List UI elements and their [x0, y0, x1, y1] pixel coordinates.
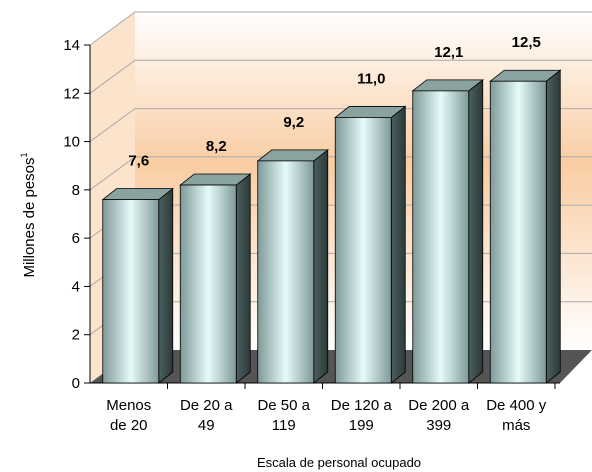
x-tick-label: De 50 a 119: [257, 397, 310, 434]
y-tick-label: 14: [63, 37, 80, 54]
axes: 0 2 4 6 8 10 12 14: [63, 37, 560, 392]
x-axis-title: Escala de personal ocupado: [257, 455, 421, 470]
bar-front: [257, 160, 315, 384]
x-tick-label: De 200 a 399: [408, 397, 470, 434]
bar: [411, 79, 484, 384]
x-tick-label: Menos de 20: [106, 397, 151, 434]
y-tick-label: 6: [72, 230, 80, 247]
x-tick-labels: Menos de 20 De 20 a 49 De 50 a 119 De 120 a 199…: [106, 397, 547, 434]
bar-side: [468, 79, 484, 384]
y-tick-label: 0: [72, 375, 80, 392]
data-label: 11,0: [357, 70, 385, 87]
bar: [334, 105, 407, 384]
data-label: 12,1: [434, 44, 463, 61]
data-label: 9,2: [283, 114, 304, 131]
bar-side: [545, 69, 561, 384]
bar-front: [489, 80, 547, 384]
bar-side: [158, 187, 174, 384]
bar-front: [412, 90, 470, 384]
y-axis-title-superscript: 1: [19, 152, 29, 157]
gridline: [89, 59, 592, 94]
y-axis-title: Millones de pesos1: [19, 152, 38, 277]
y-tick-label: 10: [63, 134, 80, 151]
bar: [489, 69, 562, 384]
bar-front: [102, 199, 160, 384]
bars: [101, 69, 562, 384]
y-tick-label: 12: [63, 85, 80, 102]
bar-side: [313, 149, 329, 384]
x-tick-label: De 20 a 49: [180, 397, 233, 434]
data-labels: 7,6 8,2 9,2 11,0 12,1 12,5: [128, 34, 541, 169]
y-tick-label: 8: [72, 182, 80, 199]
bar-front: [179, 184, 237, 384]
y-tick-label: 4: [72, 278, 80, 295]
data-label: 7,6: [128, 153, 149, 170]
y-tick-label: 2: [72, 327, 80, 344]
x-tick-label: De 400 y más: [486, 397, 547, 434]
bar-side: [390, 105, 406, 384]
x-tick-label: De 120 a 199: [331, 397, 393, 434]
gridline: [89, 11, 592, 46]
bar-side: [235, 173, 251, 384]
bar: [256, 149, 329, 384]
bar: [179, 173, 252, 384]
data-label: 8,2: [206, 138, 227, 155]
bar: [101, 187, 174, 384]
bar-front: [334, 117, 392, 384]
data-label: 12,5: [512, 34, 541, 51]
